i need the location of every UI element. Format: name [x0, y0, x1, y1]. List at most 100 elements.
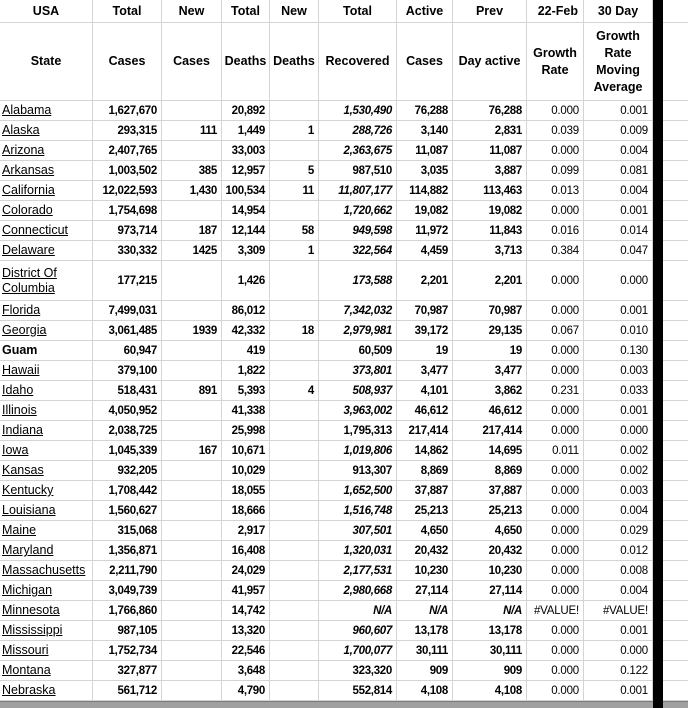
cell-state[interactable]: Massachusetts [0, 561, 93, 581]
cell-growth-rate-moving-average[interactable]: 0.002 [584, 441, 653, 461]
cell-new-deaths[interactable] [270, 301, 319, 321]
cell-active-cases[interactable]: 11,972 [397, 221, 453, 241]
cell-new-deaths[interactable] [270, 561, 319, 581]
cell-total-deaths[interactable]: 2,917 [222, 521, 270, 541]
header-prev[interactable]: Prev [453, 0, 527, 23]
cell-growth-rate[interactable]: 0.000 [527, 561, 584, 581]
header-growth-rate[interactable]: Growth Rate [527, 23, 584, 101]
cell-recovered[interactable]: 987,510 [319, 161, 397, 181]
cell-active-cases[interactable]: 4,108 [397, 681, 453, 701]
cell-recovered[interactable]: 7,342,032 [319, 301, 397, 321]
cell-new-cases[interactable] [162, 341, 222, 361]
cell-growth-rate[interactable]: 0.000 [527, 581, 584, 601]
cell-total-cases[interactable]: 327,877 [93, 661, 162, 681]
cell-prev-day-active[interactable]: 113,463 [453, 181, 527, 201]
header-total[interactable]: Total [93, 0, 162, 23]
cell-total-cases[interactable]: 987,105 [93, 621, 162, 641]
cell-growth-rate[interactable]: 0.000 [527, 501, 584, 521]
cell-growth-rate[interactable]: 0.000 [527, 261, 584, 301]
cell-state[interactable]: Kansas [0, 461, 93, 481]
cell-recovered[interactable]: 11,807,177 [319, 181, 397, 201]
cell-active-cases[interactable]: 37,887 [397, 481, 453, 501]
cell-recovered[interactable]: 1,320,031 [319, 541, 397, 561]
cell-new-deaths[interactable]: 58 [270, 221, 319, 241]
cell-new-cases[interactable] [162, 461, 222, 481]
cell-total-cases[interactable]: 3,049,739 [93, 581, 162, 601]
cell-growth-rate[interactable]: 0.000 [527, 641, 584, 661]
header-usa[interactable]: USA [0, 0, 93, 23]
cell-total-deaths[interactable]: 3,648 [222, 661, 270, 681]
cell-new-cases[interactable] [162, 301, 222, 321]
cell-new-deaths[interactable] [270, 101, 319, 121]
cell-growth-rate-moving-average[interactable]: 0.001 [584, 301, 653, 321]
header-state[interactable]: State [0, 23, 93, 101]
cell-prev-day-active[interactable]: N/A [453, 601, 527, 621]
cell-new-deaths[interactable] [270, 461, 319, 481]
cell-total-deaths[interactable]: 14,954 [222, 201, 270, 221]
cell-total-deaths[interactable]: 20,892 [222, 101, 270, 121]
cell-total-cases[interactable]: 379,100 [93, 361, 162, 381]
cell-new-deaths[interactable] [270, 341, 319, 361]
cell-growth-rate[interactable]: 0.000 [527, 301, 584, 321]
header-total-3[interactable]: Total [319, 0, 397, 23]
cell-total-deaths[interactable]: 22,546 [222, 641, 270, 661]
cell-state[interactable]: Maine [0, 521, 93, 541]
cell-growth-rate-moving-average[interactable]: 0.000 [584, 261, 653, 301]
cell-active-cases[interactable]: 4,101 [397, 381, 453, 401]
cell-total-cases[interactable]: 330,332 [93, 241, 162, 261]
cell-active-cases[interactable]: 19,082 [397, 201, 453, 221]
cell-new-deaths[interactable] [270, 361, 319, 381]
cell-new-deaths[interactable] [270, 661, 319, 681]
cell-recovered[interactable]: 1,530,490 [319, 101, 397, 121]
header-day-active[interactable]: Day active [453, 23, 527, 101]
cell-new-cases[interactable] [162, 621, 222, 641]
cell-total-deaths[interactable]: 10,029 [222, 461, 270, 481]
cell-prev-day-active[interactable]: 2,831 [453, 121, 527, 141]
cell-growth-rate-moving-average[interactable]: 0.047 [584, 241, 653, 261]
cell-recovered[interactable]: N/A [319, 601, 397, 621]
cell-active-cases[interactable]: 4,650 [397, 521, 453, 541]
cell-growth-rate-moving-average[interactable]: 0.014 [584, 221, 653, 241]
cell-total-deaths[interactable]: 4,790 [222, 681, 270, 701]
cell-prev-day-active[interactable]: 25,213 [453, 501, 527, 521]
cell-state[interactable]: Montana [0, 661, 93, 681]
cell-growth-rate-moving-average[interactable]: 0.001 [584, 401, 653, 421]
cell-state[interactable]: Iowa [0, 441, 93, 461]
cell-recovered[interactable]: 323,320 [319, 661, 397, 681]
cell-recovered[interactable]: 2,363,675 [319, 141, 397, 161]
cell-new-deaths[interactable] [270, 201, 319, 221]
cell-new-cases[interactable] [162, 361, 222, 381]
cell-recovered[interactable]: 173,588 [319, 261, 397, 301]
cell-active-cases[interactable]: 4,459 [397, 241, 453, 261]
cell-total-cases[interactable]: 932,205 [93, 461, 162, 481]
header-date[interactable]: 22-Feb [527, 0, 584, 23]
cell-new-cases[interactable]: 1,430 [162, 181, 222, 201]
cell-active-cases[interactable]: 30,111 [397, 641, 453, 661]
cell-new-cases[interactable] [162, 661, 222, 681]
cell-prev-day-active[interactable]: 217,414 [453, 421, 527, 441]
cell-recovered[interactable]: 1,516,748 [319, 501, 397, 521]
cell-active-cases[interactable]: 14,862 [397, 441, 453, 461]
cell-state[interactable]: Georgia [0, 321, 93, 341]
cell-state[interactable]: Kentucky [0, 481, 93, 501]
cell-active-cases[interactable]: 10,230 [397, 561, 453, 581]
cell-state[interactable]: District Of Columbia [0, 261, 93, 301]
cell-new-deaths[interactable] [270, 441, 319, 461]
cell-new-cases[interactable] [162, 141, 222, 161]
cell-state[interactable]: Indiana [0, 421, 93, 441]
cell-growth-rate[interactable]: 0.016 [527, 221, 584, 241]
cell-prev-day-active[interactable]: 27,114 [453, 581, 527, 601]
cell-prev-day-active[interactable]: 11,843 [453, 221, 527, 241]
cell-state[interactable]: Connecticut [0, 221, 93, 241]
cell-state[interactable]: California [0, 181, 93, 201]
cell-state[interactable]: Missouri [0, 641, 93, 661]
cell-growth-rate[interactable]: 0.000 [527, 361, 584, 381]
cell-new-deaths[interactable] [270, 421, 319, 441]
cell-growth-rate-moving-average[interactable]: 0.004 [584, 501, 653, 521]
cell-active-cases[interactable]: 2,201 [397, 261, 453, 301]
cell-prev-day-active[interactable]: 19 [453, 341, 527, 361]
cell-growth-rate[interactable]: 0.000 [527, 521, 584, 541]
cell-total-cases[interactable]: 2,211,790 [93, 561, 162, 581]
cell-growth-rate-moving-average[interactable]: 0.122 [584, 661, 653, 681]
cell-recovered[interactable]: 508,937 [319, 381, 397, 401]
